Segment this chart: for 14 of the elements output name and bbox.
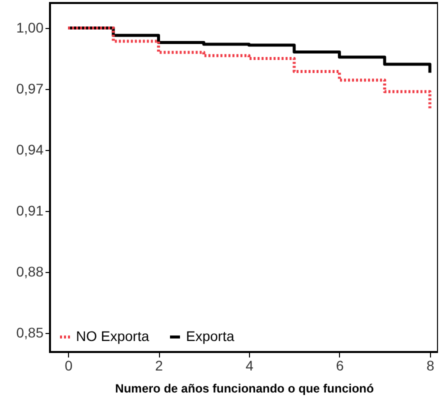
x-tick-label: 6 — [336, 358, 344, 374]
y-tick-label: 1,00 — [16, 20, 44, 36]
y-tick-label: 0,91 — [16, 202, 44, 219]
x-axis-title: Numero de años funcionando o que funcionó — [115, 382, 374, 396]
x-tick-label: 4 — [246, 358, 254, 374]
y-tick-label: 0,85 — [16, 324, 44, 341]
y-tick-label: 0,97 — [16, 80, 44, 97]
legend-label: Exporta — [186, 328, 234, 344]
y-tick-label: 0,88 — [16, 264, 44, 280]
x-tick-label: 8 — [426, 358, 434, 374]
legend-label: NO Exporta — [76, 328, 150, 344]
x-tick-label: 2 — [155, 358, 164, 374]
y-tick-label: 0,94 — [16, 142, 44, 158]
x-tick-label: 0 — [64, 358, 73, 374]
